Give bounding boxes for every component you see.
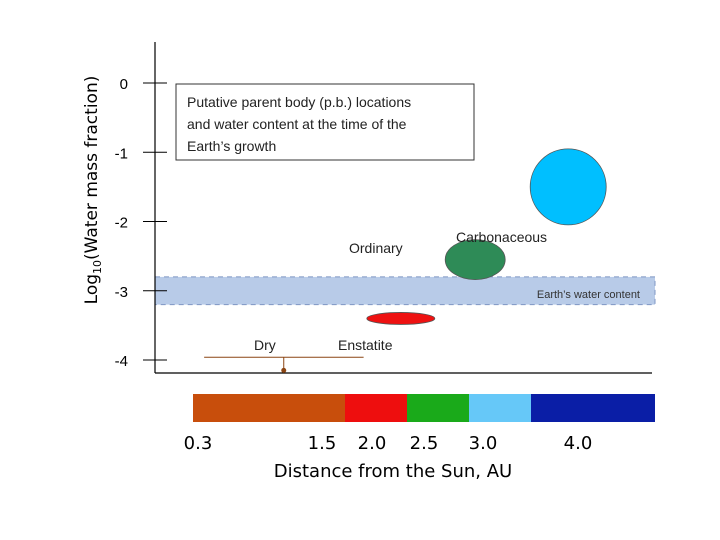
y-tick-label: -4 — [115, 353, 128, 370]
x-tick-label: 2.0 — [358, 433, 387, 454]
title-box — [175, 83, 475, 161]
label-ordinary: Ordinary — [349, 240, 403, 256]
x-tick-label: 4.0 — [564, 433, 593, 454]
y-tick-label: -3 — [115, 284, 128, 301]
x-tick-label: 0.3 — [184, 433, 213, 454]
scale-segment — [193, 394, 345, 422]
band-label: Earth’s water content — [537, 289, 640, 301]
chart-title: Putative parent body (p.b.) locations an… — [187, 94, 415, 154]
scale-segment — [469, 394, 531, 422]
earth-water-band — [154, 276, 656, 306]
scale-segment — [345, 394, 407, 422]
label-dry: Dry — [254, 337, 276, 353]
earth-water-band-layer — [154, 276, 656, 306]
y-ticks-layer: 0 -1 -2 -3 -4 — [115, 76, 167, 370]
x-tick-labels: 0.3 1.5 2.0 2.5 3.0 4.0 — [184, 433, 593, 454]
scale-segment — [531, 394, 655, 422]
label-enstatite: Enstatite — [338, 337, 393, 353]
y-tick-label: -2 — [115, 215, 128, 232]
y-tick-label: -1 — [115, 145, 128, 162]
bodies-layer — [204, 148, 607, 373]
body-enstatite — [366, 312, 436, 325]
x-tick-label: 1.5 — [308, 433, 337, 454]
body-carbonaceous — [529, 148, 607, 226]
distance-color-scale — [193, 394, 655, 422]
x-axis-title: Distance from the Sun, AU — [274, 461, 512, 482]
y-tick-label: 0 — [120, 76, 128, 93]
x-tick-label: 3.0 — [469, 433, 498, 454]
axes-layer — [154, 42, 652, 374]
y-axis-title: Log10(Water mass fraction) — [82, 76, 104, 305]
x-tick-label: 2.5 — [410, 433, 439, 454]
scale-segment — [407, 394, 469, 422]
body-ordinary — [444, 239, 506, 280]
label-carbonaceous: Carbonaceous — [456, 229, 547, 245]
body-dry-marker — [281, 367, 287, 373]
